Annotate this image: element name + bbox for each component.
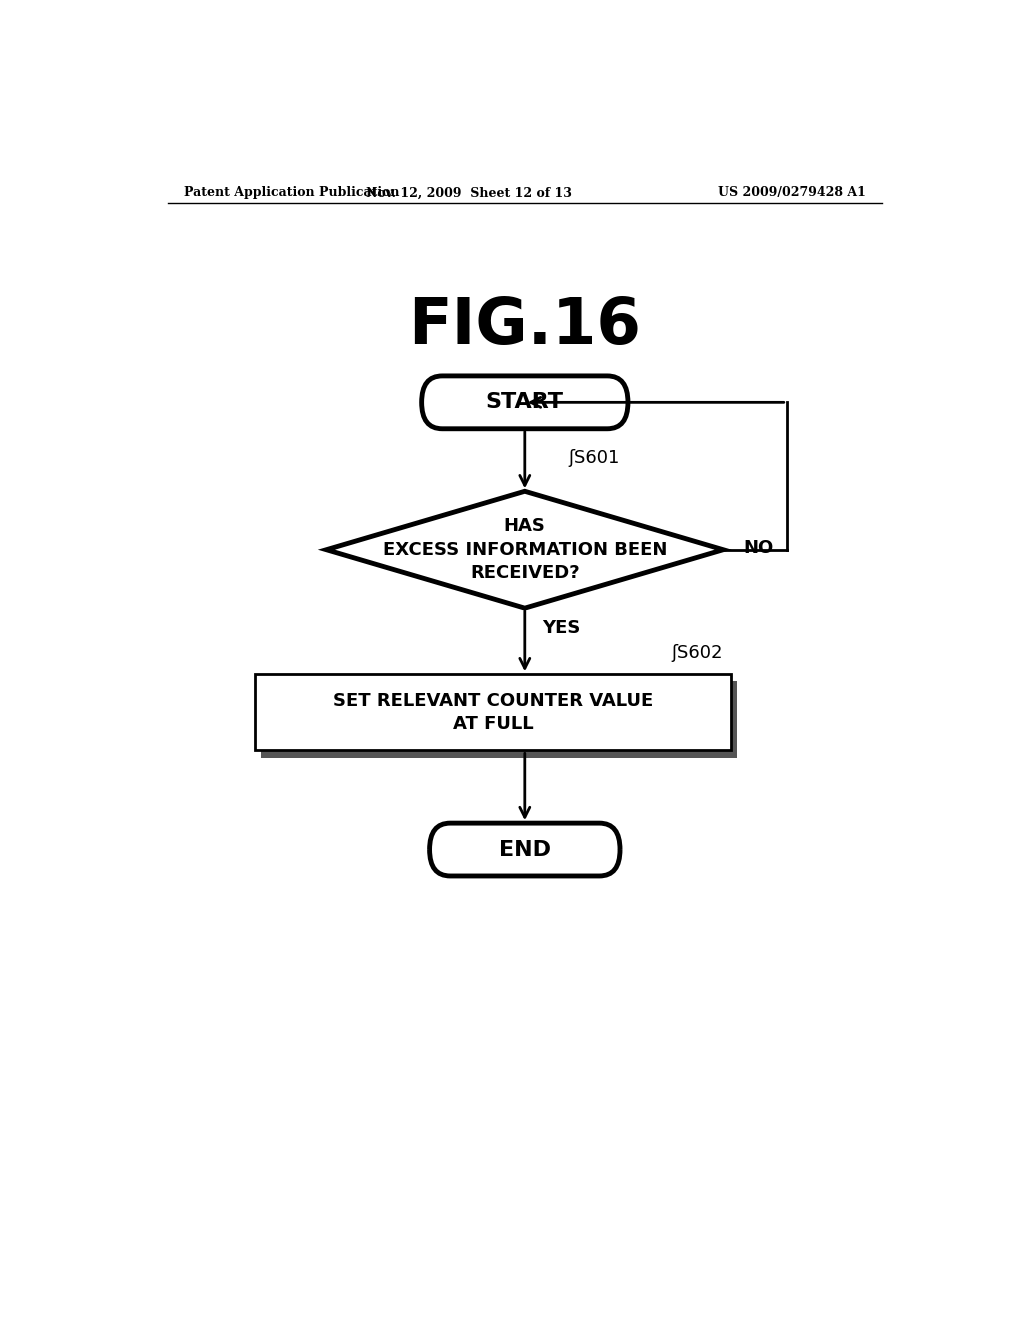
Text: FIG.16: FIG.16 <box>409 296 641 358</box>
Text: NO: NO <box>743 539 773 557</box>
Text: START: START <box>485 392 564 412</box>
FancyBboxPatch shape <box>255 675 731 751</box>
Text: HAS
EXCESS INFORMATION BEEN
RECEIVED?: HAS EXCESS INFORMATION BEEN RECEIVED? <box>383 517 667 582</box>
FancyBboxPatch shape <box>260 681 736 758</box>
Text: US 2009/0279428 A1: US 2009/0279428 A1 <box>718 186 866 199</box>
Text: SET RELEVANT COUNTER VALUE
AT FULL: SET RELEVANT COUNTER VALUE AT FULL <box>333 692 653 733</box>
Text: Patent Application Publication: Patent Application Publication <box>183 186 399 199</box>
Polygon shape <box>327 491 723 609</box>
Text: Nov. 12, 2009  Sheet 12 of 13: Nov. 12, 2009 Sheet 12 of 13 <box>367 186 572 199</box>
Text: YES: YES <box>543 619 581 638</box>
FancyBboxPatch shape <box>430 824 620 876</box>
Text: ʃS602: ʃS602 <box>672 644 723 663</box>
FancyBboxPatch shape <box>422 376 628 429</box>
Text: END: END <box>499 840 551 859</box>
Text: ʃS601: ʃS601 <box>568 449 620 467</box>
